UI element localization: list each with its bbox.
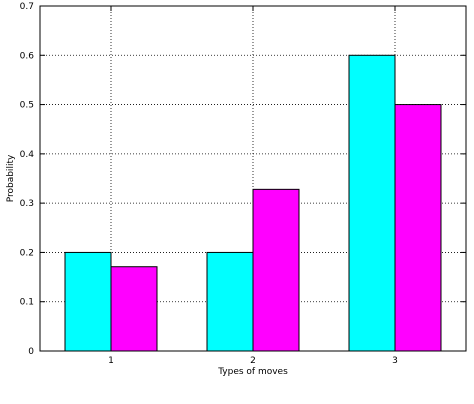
- bar-series-1-cat-1: [64, 251, 112, 352]
- y-axis-label: Probability: [6, 154, 16, 202]
- y-tick-label: 0.7: [20, 2, 34, 12]
- y-tick-label: 0.4: [20, 150, 35, 160]
- bar-series-2-cat-1: [110, 266, 158, 352]
- axis-ticks: 0 0.1 0.2 0.3 0.4 0.5 0.6 0.7 1 2 3: [20, 2, 466, 366]
- bar-series-2-cat-2: [252, 188, 300, 352]
- x-tick-label: 3: [392, 356, 398, 366]
- bar-series-1-cat-3: [348, 54, 396, 352]
- bars: [64, 54, 442, 352]
- bar-series-1-cat-2: [206, 251, 254, 352]
- x-tick-label: 2: [250, 356, 256, 366]
- x-tick-label: 1: [108, 356, 114, 366]
- y-tick-label: 0.2: [20, 248, 34, 258]
- bar-series-2-cat-3: [394, 104, 442, 352]
- y-tick-label: 0.5: [20, 101, 34, 111]
- y-tick-label: 0: [28, 347, 34, 357]
- y-tick-label: 0.6: [20, 51, 35, 61]
- x-axis-label: Types of moves: [217, 367, 288, 377]
- y-tick-label: 0.3: [20, 199, 34, 209]
- y-tick-label: 0.1: [20, 298, 34, 308]
